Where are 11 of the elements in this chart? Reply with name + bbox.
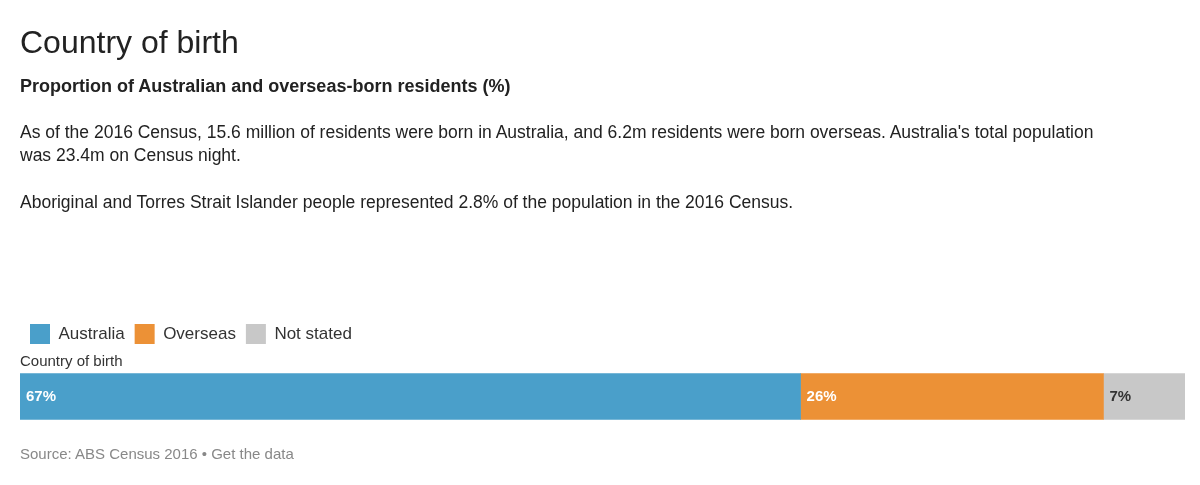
data-label: 67% bbox=[26, 386, 57, 404]
chart-subtitle: Proportion of Australian and overseas-born residents (%) bbox=[20, 76, 512, 97]
data-label: 26% bbox=[806, 386, 837, 404]
source-note: Source: ABS Census 2016 • Get the data bbox=[20, 445, 295, 462]
text: Aboriginal and Torres Strait Islander people represented 2.8% of the population in the 2016 Census. bbox=[20, 191, 795, 214]
legend-label: Overseas bbox=[163, 323, 236, 343]
text: As of the 2016 Census, 15.6 million of residents were born in Australia, and 6.2m residents were born overseas. Australia's total population was 23.4m on Census night. bbox=[20, 121, 1095, 167]
chart-title: Country of birth bbox=[20, 23, 240, 62]
legend-label: Australia bbox=[58, 323, 126, 343]
legend-label: Not stated bbox=[274, 323, 352, 343]
data-label: 7% bbox=[1109, 386, 1132, 404]
